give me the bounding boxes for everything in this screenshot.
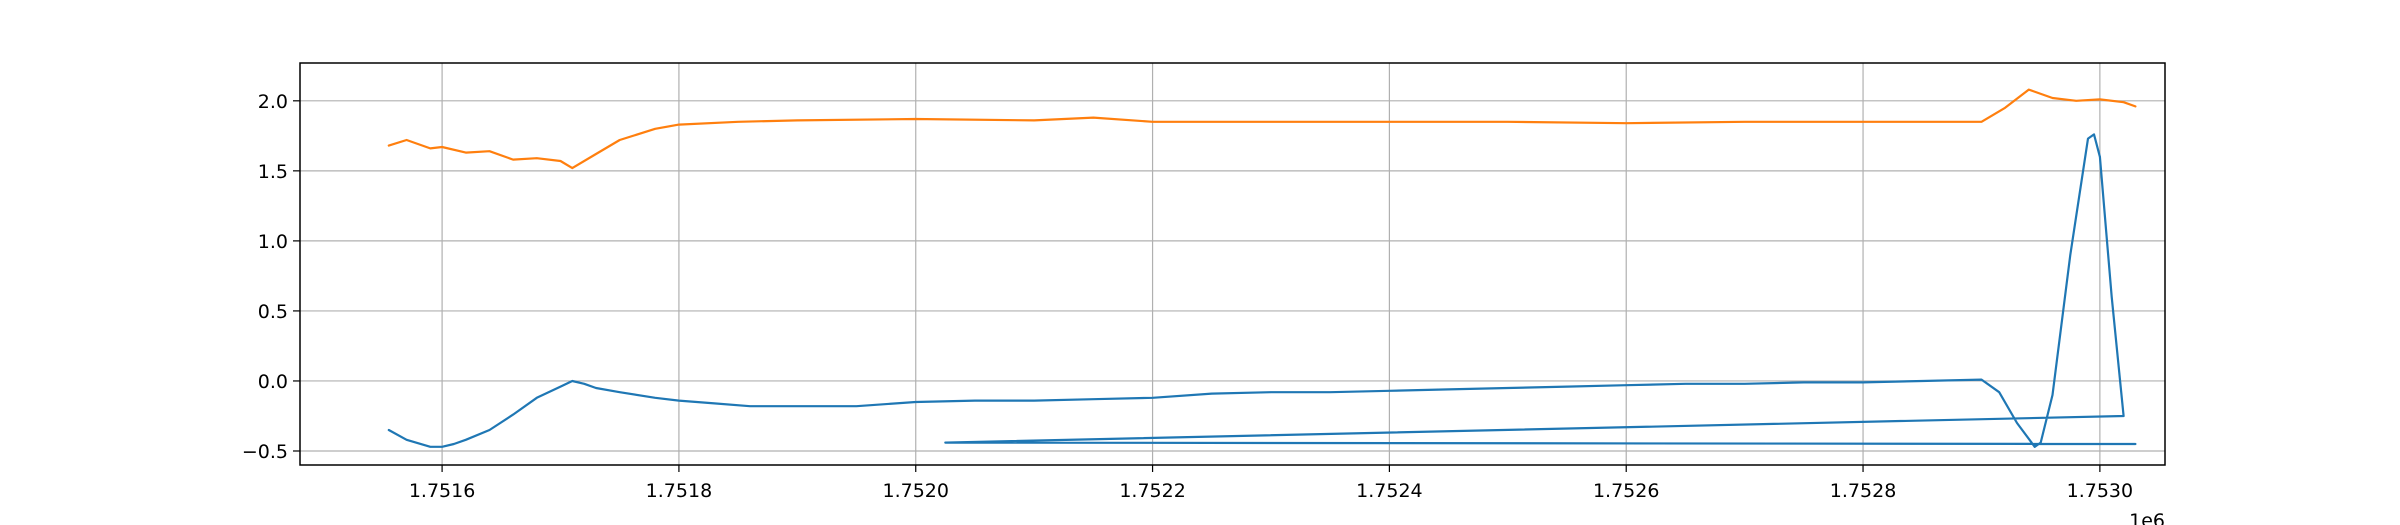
series-group: [387, 88, 2137, 448]
y-tick-label: 1.5: [258, 161, 288, 183]
x-tick-label: 1.7524: [1356, 480, 1422, 502]
y-tick-label: 0.0: [258, 371, 288, 393]
grid-lines: [300, 63, 2165, 465]
y-tick-label: 1.0: [258, 231, 288, 253]
y-axis: −0.5 0.0 0.5 1.0 1.5 2.0: [242, 91, 300, 463]
x-tick-label: 1.7520: [883, 480, 949, 502]
plot-frame: [299, 62, 2166, 466]
x-tick-label: 1.7518: [646, 480, 712, 502]
series-line-2: [387, 88, 2137, 170]
x-axis: 1.7516 1.7518 1.7520 1.7522 1.7524 1.7526 1.75…: [409, 465, 2133, 502]
y-tick-label: 2.0: [258, 91, 288, 113]
x-tick-label: 1.7528: [1830, 480, 1896, 502]
x-tick-label: 1.7526: [1593, 480, 1659, 502]
x-tick-label: 1.7530: [2067, 480, 2133, 502]
x-tick-label: 1.7522: [1119, 480, 1185, 502]
x-tick-label: 1.7516: [409, 480, 475, 502]
series-line-1: [387, 133, 2137, 448]
y-tick-label: −0.5: [242, 441, 288, 463]
x-axis-offset-label: 1e6: [2129, 510, 2165, 525]
y-tick-label: 0.5: [258, 301, 288, 323]
